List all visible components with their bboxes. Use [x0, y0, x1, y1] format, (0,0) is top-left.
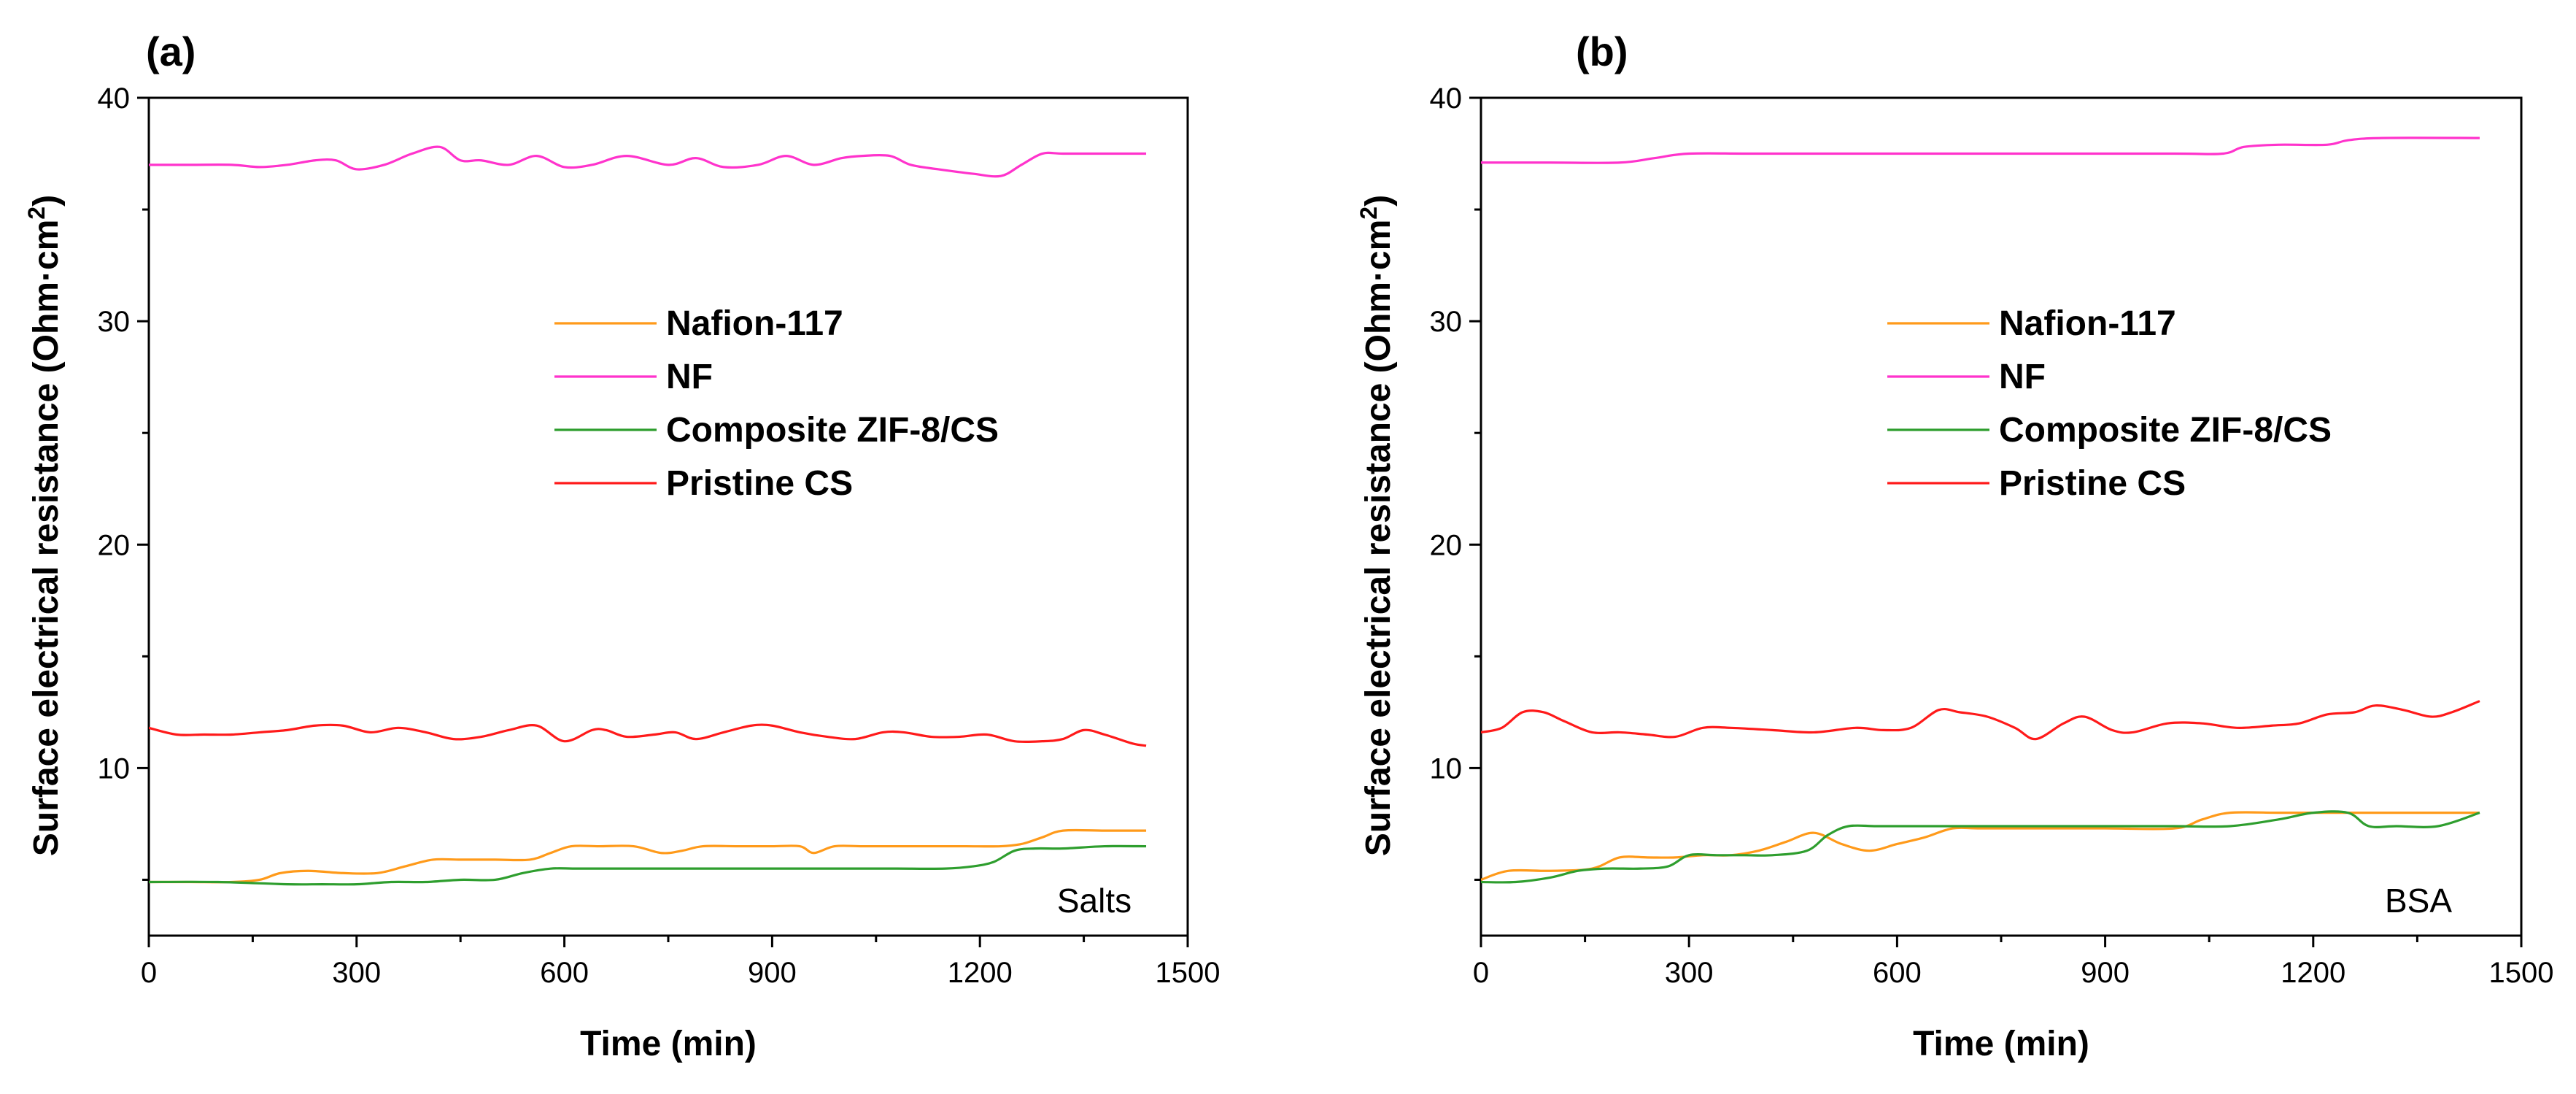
- x-tick-label: 600: [1873, 957, 1922, 989]
- legend-label: Composite ZIF-8/CS: [1999, 411, 2332, 450]
- legend-label: Nafion-117: [1999, 304, 2176, 343]
- series-line-pristine-cs: [149, 723, 1147, 747]
- series-line-nafion-117: [149, 828, 1147, 884]
- legend-label: NF: [666, 358, 713, 396]
- chart-panel-a: 0 300 600 900 1200 1500 10 20 30 40 Time (min) Surf…: [23, 28, 1220, 1063]
- y-tick-label: 20: [98, 529, 131, 561]
- x-tick-label: 0: [1473, 957, 1489, 989]
- legend-label: Pristine CS: [1999, 464, 2186, 503]
- legend-label: Composite ZIF-8/CS: [666, 411, 999, 450]
- x-axis-title: Time (min): [580, 1025, 757, 1063]
- panel-label: (a): [146, 28, 196, 74]
- x-tick-label: 1200: [2281, 957, 2345, 989]
- x-tick-label: 600: [540, 957, 589, 989]
- y-tick-label: 10: [1430, 752, 1463, 785]
- x-tick-label: 300: [332, 957, 381, 989]
- x-tick-label: 900: [2081, 957, 2130, 989]
- x-tick-label: 1200: [948, 957, 1013, 989]
- plot-frame: [1480, 96, 2523, 937]
- series-line-composite-zif-8-cs: [149, 844, 1147, 886]
- y-tick-label: 40: [1430, 82, 1463, 115]
- legend-label: NF: [1999, 358, 2046, 396]
- y-tick-label: 40: [98, 82, 131, 115]
- condition-annotation: BSA: [2385, 882, 2452, 920]
- x-axis-title: Time (min): [1913, 1025, 2089, 1063]
- y-axis-title: Surface electrical resistance (Ohm·cm2): [23, 195, 66, 856]
- series-line-pristine-cs: [1481, 700, 2480, 741]
- series-line-nafion-117: [1481, 811, 2480, 881]
- condition-annotation: Salts: [1057, 882, 1132, 920]
- y-tick-label: 20: [1430, 529, 1463, 561]
- y-tick-label: 30: [98, 306, 131, 338]
- x-tick-label: 900: [748, 957, 797, 989]
- x-tick-label: 1500: [2489, 957, 2554, 989]
- y-tick-label: 10: [98, 752, 131, 785]
- series-line-nf: [1481, 136, 2480, 164]
- legend-label: Nafion-117: [666, 304, 843, 343]
- y-tick-label: 30: [1430, 306, 1463, 338]
- series-line-composite-zif-8-cs: [1481, 810, 2480, 884]
- plot-frame: [147, 96, 1189, 937]
- x-tick-label: 300: [1665, 957, 1714, 989]
- series-line-nf: [149, 145, 1147, 178]
- chart-panel-b: 0 300 600 900 1200 1500 10 20 30 40 Time (min) Surf…: [1355, 28, 2553, 1063]
- panel-label: (b): [1576, 28, 1628, 74]
- y-axis-title: Surface electrical resistance (Ohm·cm2): [1355, 195, 1398, 856]
- x-tick-label: 0: [141, 957, 157, 989]
- x-tick-label: 1500: [1156, 957, 1221, 989]
- legend-label: Pristine CS: [666, 464, 853, 503]
